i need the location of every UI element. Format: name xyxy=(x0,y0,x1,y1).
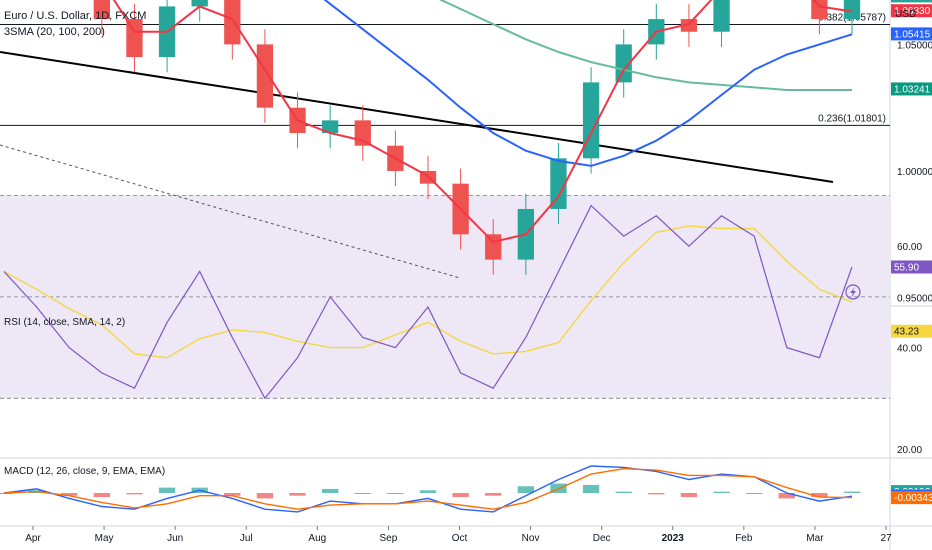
macd-histogram-bar xyxy=(746,493,763,494)
time-label: Oct xyxy=(452,533,468,544)
macd-histogram-bar xyxy=(843,491,861,493)
rsi-badge xyxy=(891,260,932,274)
macd-badge-text: -0.00343 xyxy=(894,493,932,504)
macd-histogram-bar xyxy=(811,493,828,498)
macd-histogram-bar xyxy=(93,493,110,498)
macd-histogram-bar xyxy=(419,490,437,493)
time-label: Jun xyxy=(167,533,183,544)
sma200-line xyxy=(438,0,852,91)
macd-histogram-bar xyxy=(256,493,274,499)
candle-body xyxy=(256,44,274,108)
macd-lines xyxy=(0,465,861,513)
macd-histogram-bar xyxy=(778,493,795,499)
trendlines xyxy=(0,51,834,279)
rsi-lines xyxy=(3,204,853,400)
time-label: Mar xyxy=(806,533,824,544)
time-label: Jul xyxy=(240,533,253,544)
candle-body xyxy=(550,158,567,209)
time-label: Apr xyxy=(25,533,41,544)
sma100-line xyxy=(323,0,853,167)
macd-histogram-bar xyxy=(61,493,78,496)
support-trendline xyxy=(0,144,461,279)
signal-line xyxy=(3,467,853,510)
sma20-line xyxy=(112,0,853,244)
candle-body xyxy=(713,0,730,32)
time-label: Sep xyxy=(380,533,398,544)
currency-label: USD xyxy=(895,9,916,20)
price-badge xyxy=(891,4,932,18)
rsi-badge-text: 55.90 xyxy=(894,262,919,273)
rsi-tick: 40.00 xyxy=(897,344,922,355)
price-tick: 1.00000 xyxy=(897,167,932,178)
macd-histogram-bar xyxy=(485,493,502,496)
lightning-icon[interactable] xyxy=(845,284,861,300)
candle-body xyxy=(191,0,208,7)
candle-body xyxy=(843,0,861,20)
macd-badge xyxy=(891,491,932,505)
sma-lines xyxy=(112,0,853,244)
resistance-trendline xyxy=(0,51,834,183)
macd-histogram-bar xyxy=(615,491,632,493)
macd-histogram-bar xyxy=(582,484,600,493)
price-tick: 0.95000 xyxy=(897,294,932,305)
time-label: Dec xyxy=(593,533,611,544)
rsi-line xyxy=(3,204,853,400)
rsi-tick: 20.00 xyxy=(897,445,922,456)
macd-histogram-bar xyxy=(289,493,306,496)
candle-body xyxy=(224,0,241,45)
time-label: Nov xyxy=(522,533,540,544)
macd-histogram-bar xyxy=(680,493,698,498)
candle-body xyxy=(354,120,371,146)
macd-histogram-bar xyxy=(322,488,339,493)
indicator-title: 3SMA (20, 100, 200) xyxy=(4,26,105,38)
candle-body xyxy=(485,234,502,260)
time-label: May xyxy=(95,533,114,544)
price-badge xyxy=(891,0,932,3)
rsi-title: RSI (14, close, SMA, 14, 2) xyxy=(4,317,125,328)
time-label: 27 xyxy=(880,533,892,544)
candle-body xyxy=(93,0,110,20)
price-badge-sub: 04:13:28 xyxy=(894,0,932,2)
price-badge xyxy=(891,82,932,96)
macd-histogram-bar xyxy=(387,493,404,494)
time-label: 2023 xyxy=(662,533,685,544)
time-label: Feb xyxy=(735,533,753,544)
rsi-ma-line xyxy=(3,225,853,359)
macd-title: MACD (12, 26, close, 9, EMA, EMA) xyxy=(4,466,165,477)
candle-body xyxy=(811,0,828,20)
price-badge-text: 1.03241 xyxy=(894,84,931,95)
macd-histogram-bar xyxy=(158,487,176,493)
candle-body xyxy=(615,44,632,83)
macd-histogram-bar xyxy=(517,486,534,493)
rsi-ma-badge xyxy=(891,324,932,338)
price-badges: 1.0735004:13:281.063301.054151.0324155.9… xyxy=(891,0,932,505)
candle-body xyxy=(126,19,143,58)
symbol-title: Euro / U.S. Dollar, 1D, FXCM xyxy=(4,10,146,22)
macd-histogram-bar xyxy=(224,493,241,496)
candle-body xyxy=(680,19,698,32)
price-badge xyxy=(891,27,932,41)
fib-label: 0.236(1.01801) xyxy=(818,113,886,124)
macd-histogram-bar xyxy=(648,493,665,495)
macd-histogram-bar xyxy=(713,491,730,493)
price-badge-text: 1.06330 xyxy=(894,6,931,17)
macd-histogram-bar xyxy=(354,493,371,494)
price-tick: 1.05000 xyxy=(897,40,932,51)
rsi-ma-badge-text: 43.23 xyxy=(894,327,919,338)
macd-histogram-bar xyxy=(452,493,469,498)
candle-body xyxy=(322,120,339,134)
rsi-tick: 60.00 xyxy=(897,242,922,253)
time-label: Aug xyxy=(308,533,326,544)
axes: 1.150001.100001.050001.000000.9500060.00… xyxy=(25,40,932,544)
macd-histogram-bar xyxy=(126,493,143,495)
price-badge-text: 1.05415 xyxy=(894,29,931,40)
